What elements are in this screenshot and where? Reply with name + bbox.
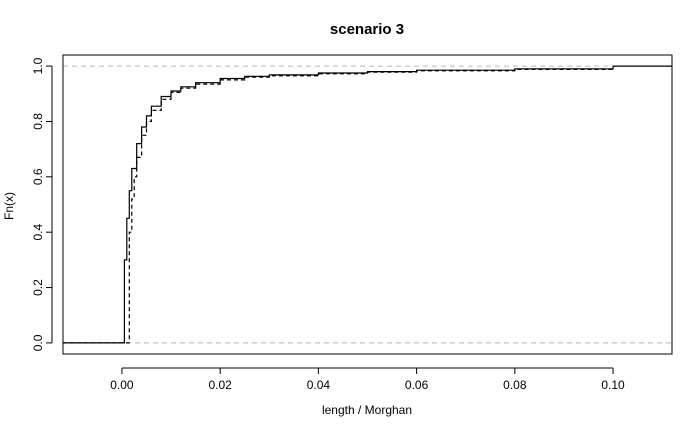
x-tick-label: 0.08: [503, 378, 527, 392]
y-tick-label: 1.0: [31, 57, 45, 74]
y-axis-label: Fn(x): [2, 192, 16, 220]
series-layer: [63, 65, 672, 344]
y-axis: 0.0 0.2 0.4 0.6 0.8 1.0: [31, 57, 53, 351]
x-tick-label: 0.00: [110, 378, 134, 392]
x-tick-label: 0.06: [405, 378, 429, 392]
x-axis: 0.00 0.02 0.04 0.06 0.08 0.10: [110, 367, 625, 392]
y-tick-label: 0.8: [31, 113, 45, 130]
y-tick-label: 0.2: [31, 279, 45, 296]
y-tick-label: 0.4: [31, 224, 45, 241]
x-tick-label: 0.04: [307, 378, 331, 392]
series-1-line: [63, 67, 614, 344]
y-tick-label: 0.6: [31, 168, 45, 185]
x-axis-label: length / Morghan: [322, 403, 412, 417]
chart-title: scenario 3: [330, 21, 404, 38]
reference-lines: [63, 65, 672, 344]
y-tick-label: 0.0: [31, 334, 45, 351]
series-0-line: [63, 65, 672, 344]
x-tick-label: 0.02: [208, 378, 232, 392]
x-tick-label: 0.10: [601, 378, 625, 392]
plot-frame: [62, 54, 673, 355]
